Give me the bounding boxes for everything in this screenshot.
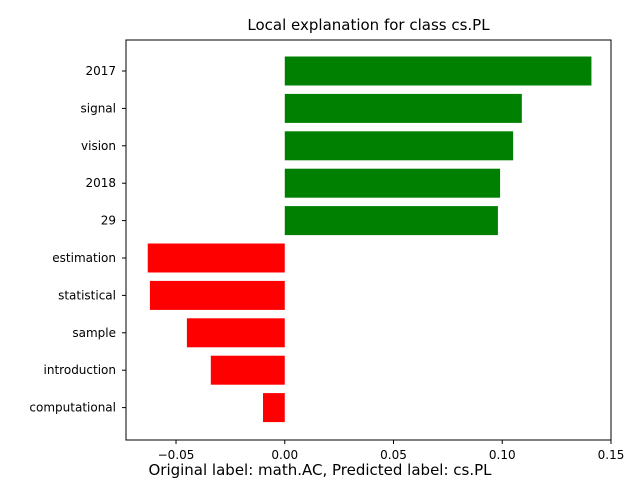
bar-2018: [284, 168, 501, 198]
y-tick-label: 2018: [85, 176, 116, 190]
bar-vision: [284, 131, 514, 161]
x-tick-label: 0.15: [598, 448, 625, 462]
bar-sample: [186, 318, 285, 348]
plot-frame: [125, 39, 612, 441]
y-tick-label: computational: [29, 401, 116, 415]
y-tick-label: signal: [81, 101, 117, 115]
bar-introduction: [210, 355, 285, 385]
caption-text: Original label: math.AC, Predicted label…: [148, 461, 492, 479]
bars-group: [147, 56, 592, 423]
x-tick-label: 0.00: [271, 448, 298, 462]
x-tick-label: −0.05: [158, 448, 195, 462]
y-tick-label: estimation: [52, 251, 116, 265]
bar-signal: [284, 93, 522, 123]
y-tick-label: 29: [101, 214, 116, 228]
bar-computational: [263, 393, 285, 423]
y-tick-label: sample: [72, 326, 116, 340]
bar-statistical: [149, 280, 285, 310]
bar-2017: [284, 56, 592, 86]
chart-title: Local explanation for class cs.PL: [247, 16, 490, 34]
bar-estimation: [147, 243, 285, 273]
y-tick-label: introduction: [44, 363, 116, 377]
y-axis-ticks: 2017 signal vision 2018 29 estimation statisti…: [29, 64, 126, 415]
y-tick-label: vision: [81, 139, 116, 153]
y-tick-label: statistical: [58, 288, 116, 302]
y-tick-label: 2017: [85, 64, 116, 78]
x-axis-ticks: −0.05 0.00 0.05 0.10 0.15: [158, 440, 625, 462]
bar-29: [284, 206, 498, 236]
x-tick-label: 0.10: [489, 448, 516, 462]
x-tick-label: 0.05: [380, 448, 407, 462]
